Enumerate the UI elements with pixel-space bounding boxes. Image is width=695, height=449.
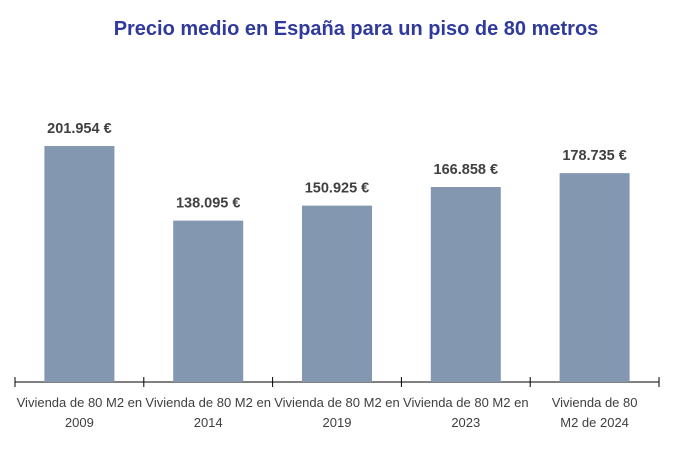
x-tick-label: Vivienda de 80 M2 en 2009	[16, 395, 143, 430]
x-tick-label: Vivienda de 80 M2 en 2014	[145, 395, 271, 430]
data-label: 166.858 €	[434, 162, 499, 178]
x-tick-label: Vivienda de 80 M2 de 2024	[551, 395, 638, 430]
x-tick-label: Vivienda de 80 M2 en 2019	[274, 395, 400, 430]
data-label: 178.735 €	[562, 148, 627, 164]
data-label: 150.925 €	[305, 181, 370, 197]
x-tick-label: Vivienda de 80 M2 en 2023	[403, 395, 529, 430]
data-label: 138.095 €	[176, 196, 241, 212]
data-label: 201.954 €	[47, 121, 112, 137]
bar	[173, 220, 244, 382]
bar	[430, 187, 501, 382]
chart-title: Precio medio en España para un piso de 8…	[113, 18, 599, 40]
bar	[302, 205, 372, 382]
bar	[559, 173, 630, 382]
bar	[44, 146, 115, 382]
